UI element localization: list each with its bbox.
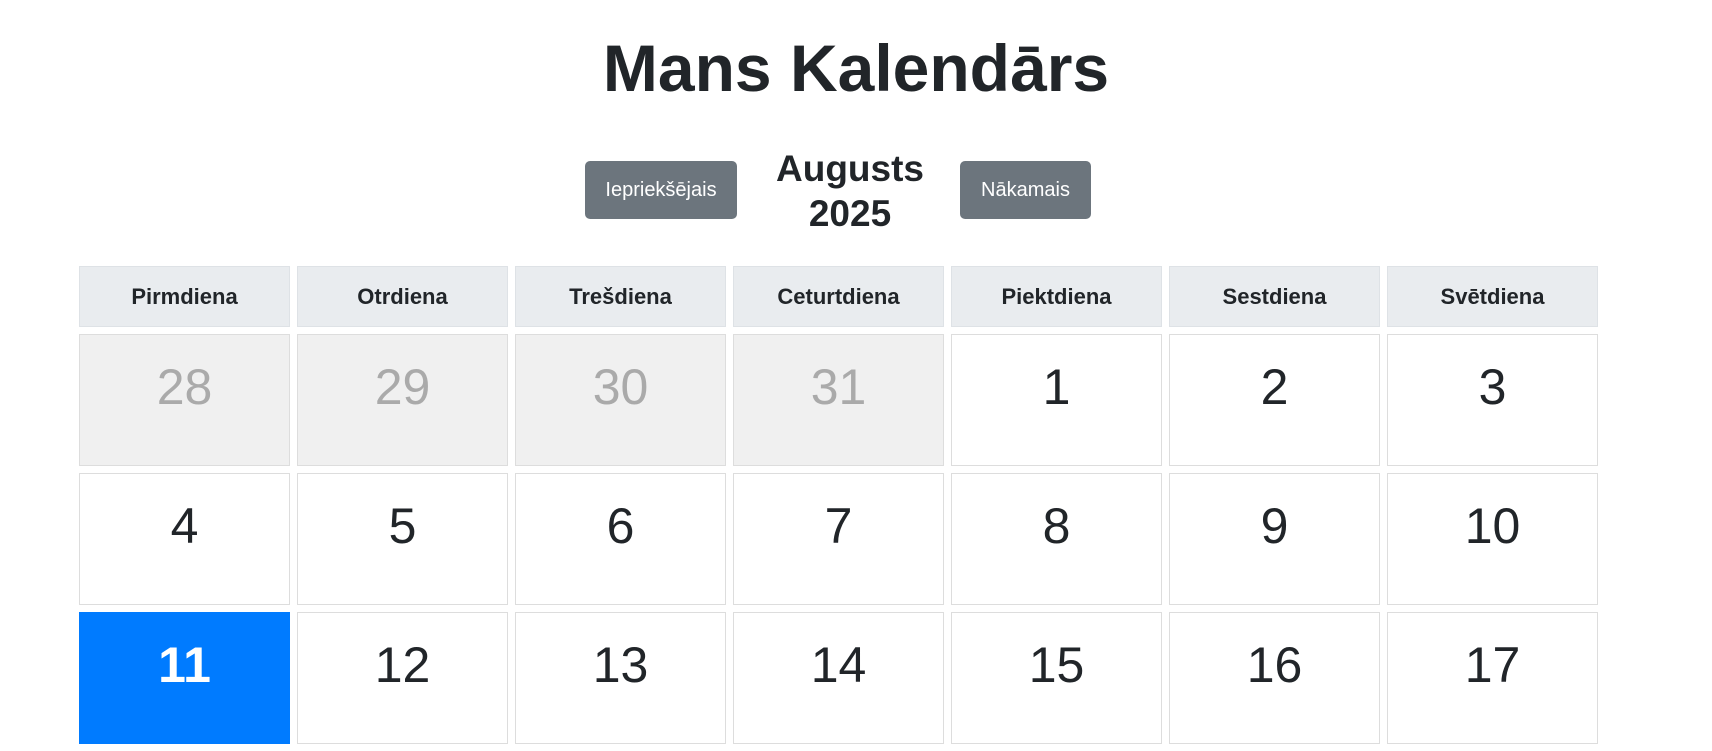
weekday-header-friday: Piektdiena [951,266,1162,327]
current-month-label: Augusts 2025 [760,146,940,236]
weekday-header-tuesday: Otrdiena [297,266,508,327]
day-cell-prev-month[interactable]: 29 [297,334,508,466]
previous-month-button[interactable]: Iepriekšējais [585,161,737,219]
day-cell[interactable]: 13 [515,612,726,744]
day-cell[interactable]: 12 [297,612,508,744]
day-cell[interactable]: 15 [951,612,1162,744]
day-cell[interactable]: 2 [1169,334,1380,466]
month-navigation: Iepriekšējais Augusts 2025 Nākamais [0,144,1712,244]
next-month-button[interactable]: Nākamais [960,161,1091,219]
day-cell-prev-month[interactable]: 30 [515,334,726,466]
day-cell[interactable]: 17 [1387,612,1598,744]
weekday-header-sunday: Svētdiena [1387,266,1598,327]
day-cell[interactable]: 16 [1169,612,1380,744]
year: 2025 [808,193,892,234]
day-cell[interactable]: 6 [515,473,726,605]
day-cell-prev-month[interactable]: 31 [733,334,944,466]
weekday-header-thursday: Ceturtdiena [733,266,944,327]
day-cell[interactable]: 4 [79,473,290,605]
day-cell[interactable]: 5 [297,473,508,605]
day-cell[interactable]: 14 [733,612,944,744]
month-name: Augusts [776,148,924,189]
day-cell[interactable]: 10 [1387,473,1598,605]
page-title: Mans Kalendārs [602,31,1110,105]
weekday-header-saturday: Sestdiena [1169,266,1380,327]
calendar-grid: Pirmdiena Otrdiena Trešdiena Ceturtdiena… [79,266,1598,751]
weekday-header-monday: Pirmdiena [79,266,290,327]
day-cell-prev-month[interactable]: 28 [79,334,290,466]
day-cell[interactable]: 1 [951,334,1162,466]
day-cell[interactable]: 8 [951,473,1162,605]
day-cell[interactable]: 7 [733,473,944,605]
day-cell[interactable]: 9 [1169,473,1380,605]
weekday-header-wednesday: Trešdiena [515,266,726,327]
day-cell-today[interactable]: 11 [79,612,290,744]
day-cell[interactable]: 3 [1387,334,1598,466]
